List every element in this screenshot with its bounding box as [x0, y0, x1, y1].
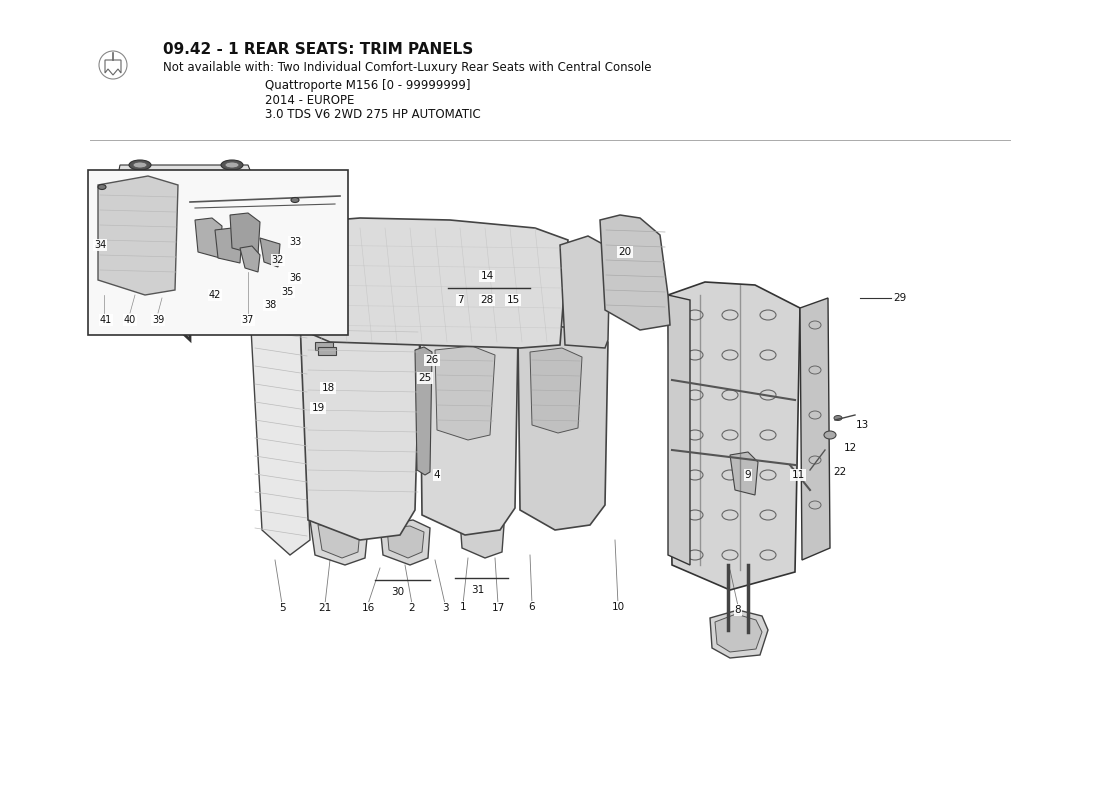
Polygon shape — [560, 236, 610, 348]
Text: 35: 35 — [282, 287, 294, 297]
Text: 10: 10 — [612, 602, 625, 612]
Polygon shape — [434, 346, 495, 440]
Text: 22: 22 — [834, 467, 847, 477]
Polygon shape — [460, 517, 504, 558]
Polygon shape — [800, 298, 830, 560]
Text: 16: 16 — [362, 603, 375, 613]
Text: 09.42 - 1 REAR SEATS: TRIM PANELS: 09.42 - 1 REAR SEATS: TRIM PANELS — [163, 42, 473, 58]
Ellipse shape — [834, 415, 842, 421]
Bar — [315, 342, 333, 350]
Ellipse shape — [129, 160, 151, 170]
Text: 20: 20 — [618, 247, 631, 257]
Text: 29: 29 — [893, 293, 906, 303]
Text: 9: 9 — [745, 470, 751, 480]
Polygon shape — [300, 308, 420, 540]
Text: 38: 38 — [264, 300, 276, 310]
Text: 40: 40 — [124, 315, 136, 325]
Polygon shape — [415, 347, 432, 475]
Text: 32: 32 — [272, 255, 284, 265]
Text: 19: 19 — [311, 403, 324, 413]
Polygon shape — [530, 348, 582, 433]
Polygon shape — [668, 282, 800, 590]
Text: 8: 8 — [735, 605, 741, 615]
Text: 3.0 TDS V6 2WD 275 HP AUTOMATIC: 3.0 TDS V6 2WD 275 HP AUTOMATIC — [265, 109, 481, 122]
Polygon shape — [230, 213, 260, 255]
Polygon shape — [195, 218, 222, 258]
Polygon shape — [240, 246, 260, 272]
Text: 28: 28 — [481, 295, 494, 305]
Polygon shape — [260, 238, 280, 267]
Text: 12: 12 — [844, 443, 857, 453]
Text: 7: 7 — [456, 295, 463, 305]
Polygon shape — [138, 195, 228, 217]
Bar — [318, 347, 336, 355]
Text: 11: 11 — [791, 470, 804, 480]
Text: 6: 6 — [529, 602, 536, 612]
Polygon shape — [730, 452, 758, 495]
Text: 1: 1 — [460, 602, 466, 612]
Text: 2014 - EUROPE: 2014 - EUROPE — [265, 94, 354, 106]
Text: 37: 37 — [242, 315, 254, 325]
Polygon shape — [250, 305, 310, 555]
Text: 39: 39 — [152, 315, 164, 325]
Polygon shape — [158, 280, 230, 340]
Polygon shape — [98, 176, 178, 295]
Text: 4: 4 — [433, 470, 440, 480]
Text: 26: 26 — [426, 355, 439, 365]
Text: 41: 41 — [100, 315, 112, 325]
Text: 17: 17 — [492, 603, 505, 613]
Text: 18: 18 — [321, 383, 334, 393]
Bar — [88, 170, 348, 335]
Polygon shape — [180, 199, 212, 215]
Text: 21: 21 — [318, 603, 331, 613]
Text: 34: 34 — [94, 240, 106, 250]
Polygon shape — [420, 318, 518, 535]
Text: 36: 36 — [289, 273, 301, 283]
Polygon shape — [710, 610, 768, 658]
Text: 14: 14 — [481, 271, 494, 281]
Polygon shape — [318, 524, 360, 558]
Polygon shape — [518, 326, 608, 530]
Text: 25: 25 — [418, 373, 431, 383]
Text: 30: 30 — [392, 587, 405, 597]
Text: 33: 33 — [289, 237, 301, 247]
Polygon shape — [148, 197, 178, 216]
Polygon shape — [285, 218, 568, 348]
Ellipse shape — [292, 198, 299, 202]
Text: 5: 5 — [278, 603, 285, 613]
Polygon shape — [668, 295, 690, 565]
Ellipse shape — [226, 162, 239, 168]
Polygon shape — [600, 215, 670, 330]
Ellipse shape — [133, 162, 147, 168]
Ellipse shape — [221, 160, 243, 170]
Polygon shape — [310, 520, 369, 565]
Text: 13: 13 — [856, 420, 869, 430]
Polygon shape — [379, 520, 430, 565]
Polygon shape — [387, 526, 424, 558]
Text: Not available with: Two Individual Comfort-Luxury Rear Seats with Central Consol: Not available with: Two Individual Comfo… — [163, 62, 651, 74]
Text: 3: 3 — [442, 603, 449, 613]
Text: 15: 15 — [506, 295, 519, 305]
Text: 42: 42 — [209, 290, 221, 300]
Ellipse shape — [824, 431, 836, 439]
Polygon shape — [214, 228, 242, 263]
Polygon shape — [118, 165, 252, 212]
Text: 2: 2 — [409, 603, 416, 613]
Text: Quattroporte M156 [0 - 99999999]: Quattroporte M156 [0 - 99999999] — [265, 78, 471, 91]
Ellipse shape — [98, 185, 106, 190]
Polygon shape — [715, 614, 762, 652]
Text: 31: 31 — [472, 585, 485, 595]
